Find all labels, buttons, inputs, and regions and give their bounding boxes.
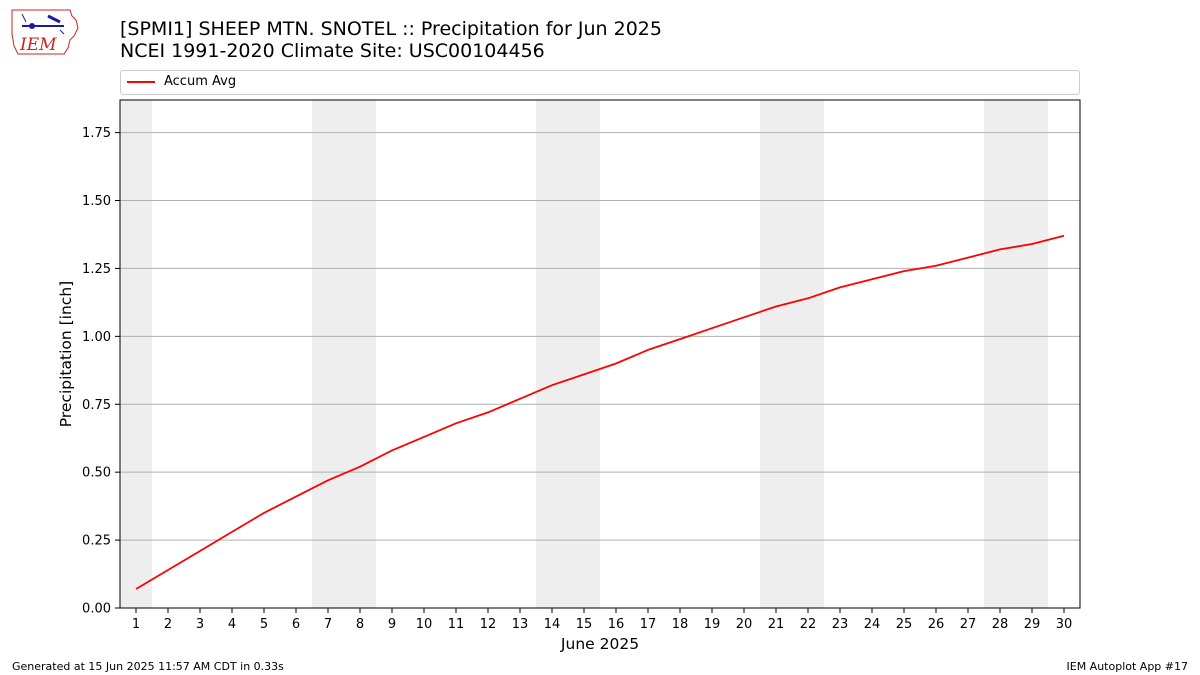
x-tick-label-2: 2 [164,617,172,632]
y-tick-label-1.75: 1.75 [82,126,111,141]
x-tick-label-25: 25 [896,617,913,632]
legend-swatch-accum-avg [127,81,155,83]
app-credit: IEM Autoplot App #17 [1066,660,1189,673]
x-tick-label-6: 6 [292,617,300,632]
x-tick-label-29: 29 [1024,617,1041,632]
x-tick-label-4: 4 [228,617,236,632]
x-tick-label-8: 8 [356,617,364,632]
x-tick-label-30: 30 [1056,617,1073,632]
x-tick-label-7: 7 [324,617,332,632]
x-tick-label-3: 3 [196,617,204,632]
x-tick-label-26: 26 [928,617,945,632]
weekend-shade-5 [984,100,1048,608]
plot-frame [119,99,1081,609]
weekend-shade-4 [760,100,824,608]
iowa-outline [11,9,79,55]
y-tick-label-1.00: 1.00 [82,330,111,345]
x-tick-label-5: 5 [260,617,268,632]
legend: Accum Avg [120,70,1080,95]
legend-label-accum-avg: Accum Avg [164,74,237,89]
x-tick-label-27: 27 [960,617,977,632]
y-tick-label-1.25: 1.25 [82,262,111,277]
x-tick-label-23: 23 [832,617,849,632]
x-tick-label-14: 14 [544,617,561,632]
x-tick-label-12: 12 [480,617,497,632]
x-axis-label: June 2025 [560,635,639,653]
y-tick-label-0.25: 0.25 [82,534,111,549]
x-tick-label-24: 24 [864,617,881,632]
x-tick-label-20: 20 [736,617,753,632]
chart-title: [SPMI1] SHEEP MTN. SNOTEL :: Precipitati… [120,18,662,40]
y-tick-label-0.00: 0.00 [82,602,111,617]
x-tick-label-22: 22 [800,617,817,632]
x-tick-label-16: 16 [608,617,625,632]
y-axis-label: Precipitation [inch] [57,281,75,427]
x-tick-label-19: 19 [704,617,721,632]
series-line-accum-avg [135,234,1065,590]
y-tick-label-0.50: 0.50 [82,466,111,481]
x-tick-label-15: 15 [576,617,593,632]
iem-logo: IEM [11,9,79,55]
weekend-shade-2 [312,100,376,608]
generated-timestamp: Generated at 15 Jun 2025 11:57 AM CDT in… [12,660,284,673]
weekend-shade-1 [120,100,152,608]
y-tick-label-1.50: 1.50 [82,194,111,209]
x-tick-label-1: 1 [132,617,140,632]
x-tick-label-28: 28 [992,617,1009,632]
x-tick-label-11: 11 [448,617,465,632]
x-tick-label-18: 18 [672,617,689,632]
chart-subtitle: NCEI 1991-2020 Climate Site: USC00104456 [120,40,545,62]
logo-text: IEM [19,35,57,55]
x-tick-label-17: 17 [640,617,657,632]
weekend-shade-3 [536,100,600,608]
y-tick-label-0.75: 0.75 [82,398,111,413]
x-tick-label-21: 21 [768,617,785,632]
x-tick-label-10: 10 [416,617,433,632]
x-tick-label-13: 13 [512,617,529,632]
x-tick-label-9: 9 [388,617,396,632]
